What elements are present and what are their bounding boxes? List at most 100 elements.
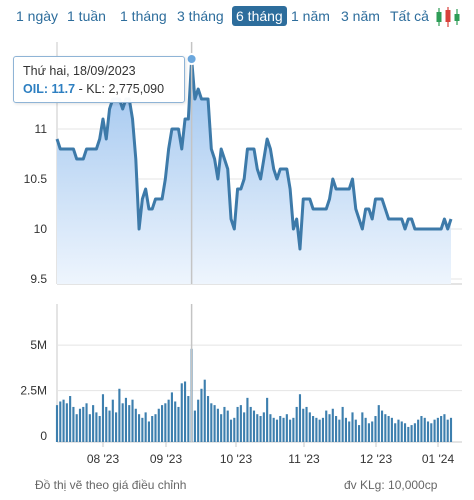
volume-bar: [338, 419, 341, 442]
price-plot: [55, 57, 453, 284]
volume-bar: [354, 419, 357, 442]
volume-bar: [285, 414, 288, 442]
volume-bar: [147, 421, 150, 442]
volume-bar: [269, 414, 272, 442]
volume-bar: [446, 419, 449, 442]
range-tab[interactable]: 1 năm: [291, 8, 330, 24]
tooltip: Thứ hai, 18/09/2023 OIL: 11.7 - KL: 2,77…: [13, 56, 185, 103]
volume-bar: [262, 412, 265, 442]
volume-bar: [374, 416, 377, 442]
x-tick-label: 12 '23: [360, 452, 393, 466]
range-tab[interactable]: Tất cả: [390, 8, 429, 24]
volume-y-axis: 0 2.5M 5M: [20, 338, 47, 443]
range-tab[interactable]: 3 tháng: [177, 8, 224, 24]
price-tick-label: 9.5: [30, 272, 47, 286]
volume-bar: [367, 423, 370, 442]
crosshair: [185, 42, 198, 442]
volume-bar: [420, 416, 423, 442]
volume-bar: [403, 423, 407, 442]
volume-bar: [95, 412, 98, 442]
volume-bar: [387, 416, 390, 442]
volume-bar: [321, 417, 325, 442]
volume-bar: [78, 408, 82, 442]
range-tab[interactable]: 1 tháng: [120, 8, 167, 24]
tooltip-series: OIL: 11.7: [23, 82, 76, 96]
volume-bar: [433, 419, 436, 442]
volume-bar: [315, 417, 318, 442]
volume-bar: [115, 412, 118, 442]
volume-bar: [92, 405, 95, 442]
volume-bar: [289, 419, 292, 442]
volume-tick-label: 2.5M: [20, 384, 47, 398]
volume-bar: [249, 406, 252, 442]
volume-bar: [275, 419, 279, 442]
price-tick-label: 10: [34, 222, 48, 236]
volume-bar: [213, 405, 216, 442]
volume-bar: [266, 397, 269, 442]
volume-bar: [380, 410, 384, 442]
volume-bar: [210, 403, 213, 442]
volume-bar: [180, 383, 183, 442]
range-tab[interactable]: 3 năm: [341, 8, 380, 24]
volume-bar: [390, 417, 393, 442]
volume-bar: [426, 421, 430, 442]
volume-bar: [295, 406, 298, 442]
volume-bar: [98, 416, 101, 442]
volume-bar: [331, 408, 334, 442]
volume-bar: [128, 405, 131, 442]
volume-bar: [400, 421, 403, 442]
volume-bar: [65, 403, 68, 442]
volume-bar: [131, 399, 134, 442]
volume-bar: [151, 416, 154, 442]
range-tab[interactable]: 6 tháng: [232, 6, 287, 26]
range-tabs: 1 ngày 1 tuần 1 tháng 3 tháng 6 tháng 1 năm 3 …: [0, 0, 474, 32]
volume-bar: [443, 414, 446, 442]
volume-bar: [423, 417, 426, 442]
volume-bar: [134, 408, 137, 442]
x-tick-label: 08 '23: [87, 452, 120, 466]
tooltip-volume: - KL: 2,775,090: [75, 82, 165, 96]
x-axis: 08 '23 09 '23 10 '23 11 '23 12 '23 01 '24: [87, 442, 454, 466]
volume-bar: [413, 423, 416, 442]
volume-bar: [282, 417, 285, 442]
volume-bar: [69, 396, 72, 442]
price-tick-label: 10.5: [24, 172, 48, 186]
volume-bar: [154, 414, 157, 442]
volume-bar: [410, 425, 413, 442]
volume-bar: [226, 410, 229, 442]
x-tick-label: 09 '23: [150, 452, 183, 466]
volume-bar: [384, 414, 387, 442]
range-tab[interactable]: 1 tuần: [67, 8, 106, 24]
volume-plot: [55, 348, 453, 442]
volume-bar: [440, 416, 443, 442]
tooltip-values: OIL: 11.7 - KL: 2,775,090: [23, 82, 164, 96]
volume-bar: [272, 417, 275, 442]
volume-bar: [216, 408, 219, 442]
volume-bar: [341, 406, 344, 442]
volume-bar: [101, 394, 105, 442]
volume-bar: [108, 410, 111, 442]
volume-bar: [298, 394, 302, 442]
volume-bar: [436, 417, 439, 442]
volume-bar: [88, 414, 91, 442]
volume-bar: [259, 416, 262, 442]
candlestick-icon[interactable]: [434, 6, 462, 28]
volume-bar: [236, 406, 239, 442]
footer-note: Đồ thị vẽ theo giá điều chỉnh: [35, 478, 187, 492]
volume-bar: [361, 412, 364, 442]
tooltip-date: Thứ hai, 18/09/2023: [23, 64, 136, 78]
volume-bar: [302, 408, 305, 442]
range-tab[interactable]: 1 ngày: [16, 8, 59, 24]
volume-bar: [220, 414, 223, 442]
price-area: [57, 59, 451, 284]
volume-bar: [183, 381, 187, 442]
volume-bar: [371, 421, 374, 442]
volume-bar: [193, 410, 196, 442]
volume-bar: [252, 410, 256, 442]
volume-bar: [243, 412, 246, 442]
volume-bar: [141, 417, 144, 442]
volume-bar: [407, 426, 410, 442]
volume-bar: [111, 399, 114, 442]
price-line: [55, 57, 453, 251]
